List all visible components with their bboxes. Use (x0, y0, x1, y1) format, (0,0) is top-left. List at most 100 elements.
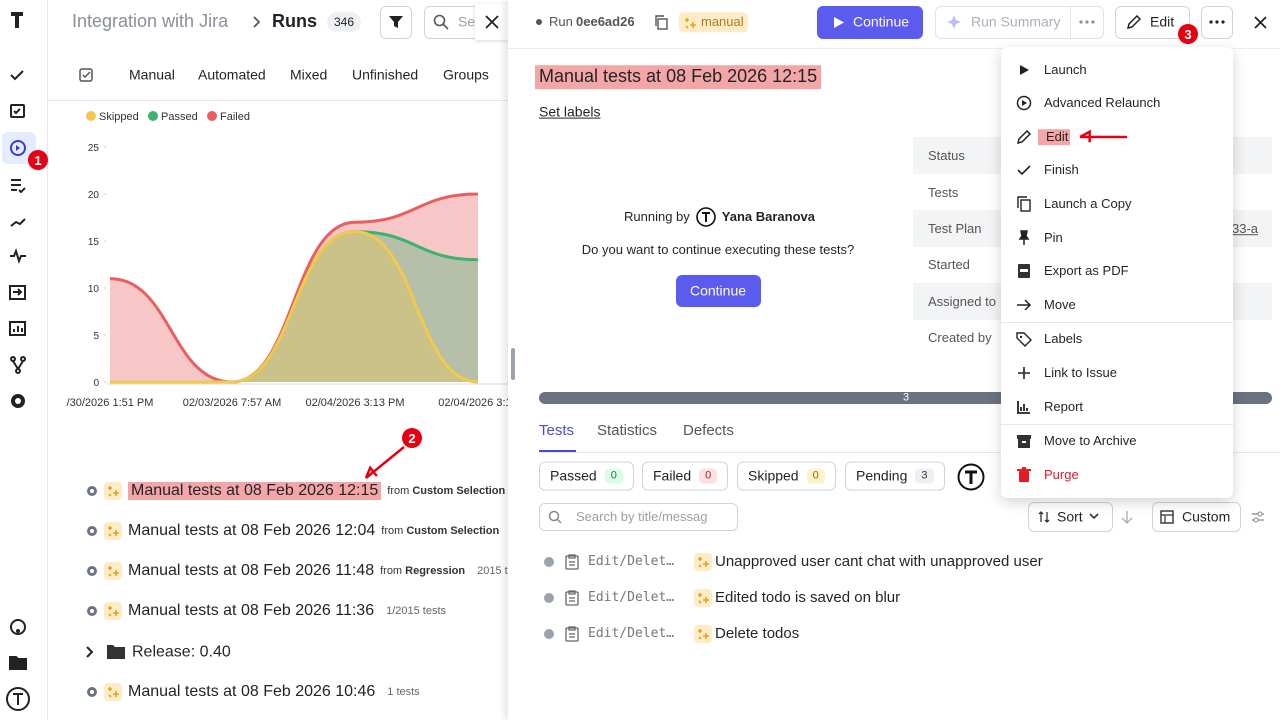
sort-button[interactable] (1028, 502, 1113, 532)
run-source-prefix: from (387, 485, 410, 497)
manual-icon (104, 482, 122, 500)
tab-underline (539, 450, 576, 452)
menu-item[interactable]: Edit (1038, 129, 1071, 145)
chip-label: Passed (550, 467, 597, 484)
menu-item[interactable]: Labels (1044, 331, 1083, 347)
run-summary-button[interactable] (935, 6, 1104, 39)
panel-tab[interactable]: Defects (683, 422, 734, 439)
test-path: Edit/Delet… (588, 554, 675, 570)
run-row[interactable]: Manual tests at 08 Feb 2026 12:04 from Cu… (86, 522, 499, 540)
edit-button[interactable] (1115, 6, 1190, 39)
set-labels[interactable]: Set labels (539, 103, 601, 120)
filter-chip[interactable]: Passed 0 (539, 461, 634, 491)
y-tick-label: 0 (93, 378, 99, 389)
runs-chart: Skipped Passed Failed 0 5 10 15 20 25/30/2026 1:… (67, 111, 508, 409)
status-dot (87, 606, 97, 616)
filter-tab[interactable]: Automated (198, 66, 266, 83)
status-dot (87, 486, 97, 496)
run-meta: 1/2015 tests (386, 605, 447, 617)
running-by: Running by Yana Baranova (624, 207, 815, 227)
assignee-icon (957, 463, 985, 491)
search-box[interactable] (424, 6, 508, 39)
y-tick-label: 25 (88, 143, 100, 154)
menu-icon (1016, 95, 1032, 111)
test-status (544, 593, 554, 603)
chip-count: 3 (915, 468, 934, 484)
filter-tab[interactable]: Unfinished (352, 66, 419, 83)
menu-item[interactable]: Move to Archive (1044, 433, 1137, 449)
legend-marker (86, 111, 96, 121)
run-title: Manual tests at 08 Feb 2026 11:48 (128, 562, 375, 579)
test-title[interactable]: Edited todo is saved on blur (715, 589, 901, 606)
test-title[interactable]: Delete todos (715, 625, 800, 642)
run-row[interactable]: Manual tests at 08 Feb 2026 10:46 1 tests (86, 683, 420, 701)
test-icon (565, 554, 579, 570)
menu-item[interactable]: Purge (1044, 467, 1079, 483)
test-status (544, 629, 554, 639)
filter-tab[interactable]: Mixed (290, 66, 328, 83)
run-row[interactable]: Manual tests at 08 Feb 2026 11:36 1/2015 … (86, 602, 446, 620)
chip-count: 0 (699, 468, 718, 484)
menu-icon (1017, 165, 1031, 176)
test-title[interactable]: Unapproved user cant chat with unapprove… (715, 553, 1043, 570)
avatar (695, 207, 716, 227)
expand-chevron (86, 646, 94, 658)
tabs-border (48, 100, 508, 101)
menu (1001, 47, 1233, 498)
close-icon (1254, 16, 1267, 29)
custom-button[interactable] (1152, 502, 1241, 532)
x-tick-label: 02/04/2026 3:17 (438, 397, 508, 409)
status-dot (87, 526, 97, 536)
legend-marker (148, 111, 158, 121)
chip-count: 0 (806, 468, 825, 484)
run-row[interactable]: Manual tests at 08 Feb 2026 11:48 from Re… (86, 562, 508, 580)
y-tick-label: 15 (88, 237, 100, 248)
more-icon (1079, 20, 1095, 24)
menu-item[interactable]: Launch a Copy (1044, 196, 1132, 212)
x-tick-label: /30/2026 1:51 PM (67, 397, 154, 409)
menu-icon (1020, 65, 1029, 75)
run-source: from Regression (380, 565, 465, 577)
menu-item[interactable]: Export as PDF (1044, 263, 1129, 279)
filter-chip[interactable]: Failed 0 (642, 461, 729, 491)
header-border (508, 48, 1280, 49)
search-icon (433, 14, 449, 30)
menu-item[interactable]: Launch (1044, 62, 1087, 78)
menu-item[interactable]: Move (1044, 297, 1076, 313)
legend-label: Skipped (99, 111, 139, 123)
manual-icon (694, 553, 712, 571)
filter-chip[interactable]: Pending 3 (845, 461, 945, 491)
filter-tab[interactable]: Groups (443, 66, 489, 83)
detail-label: Test Plan (928, 221, 982, 237)
menu-item[interactable]: Report (1044, 399, 1084, 415)
test-search[interactable] (539, 503, 738, 531)
folder-name[interactable]: Release: 0.40 (132, 643, 231, 661)
test-plan-link[interactable]: 33-a (1232, 221, 1259, 237)
run-row[interactable]: Manual tests at 08 Feb 2026 12:15 from Cu… (86, 482, 508, 500)
run-source-name: Custom Selection (412, 485, 506, 497)
runs-panel: Skipped Passed Failed 0 5 10 15 20 25/30/2026 1:… (0, 0, 508, 720)
run-label: Run (549, 14, 573, 30)
filter-chip[interactable]: Skipped 0 (737, 461, 836, 491)
y-tick-label: 20 (88, 190, 100, 201)
more-button[interactable] (1201, 6, 1233, 39)
resize-handle[interactable] (511, 348, 515, 380)
continue-label: Continue (853, 13, 910, 30)
menu-item[interactable]: Pin (1044, 230, 1063, 246)
menu-item[interactable]: Link to Issue (1044, 365, 1117, 381)
progress-label: 3 (902, 391, 910, 404)
menu-item[interactable]: Finish (1044, 162, 1079, 178)
search-icon (548, 510, 562, 524)
manual-icon (104, 683, 122, 701)
menu-separator (1001, 424, 1233, 425)
filter-tab[interactable]: Manual (129, 66, 175, 83)
panel-tab[interactable]: Statistics (597, 422, 658, 439)
filter-button[interactable] (380, 6, 412, 39)
menu-item[interactable]: Advanced Relaunch (1044, 95, 1161, 111)
run-id: 0ee6ad26 (576, 14, 635, 30)
panel-tab[interactable]: Tests (539, 422, 575, 439)
tabs-icon (79, 68, 93, 82)
continue-button[interactable] (676, 275, 761, 307)
run-title: Manual tests at 08 Feb 2026 12:15 (128, 482, 382, 500)
